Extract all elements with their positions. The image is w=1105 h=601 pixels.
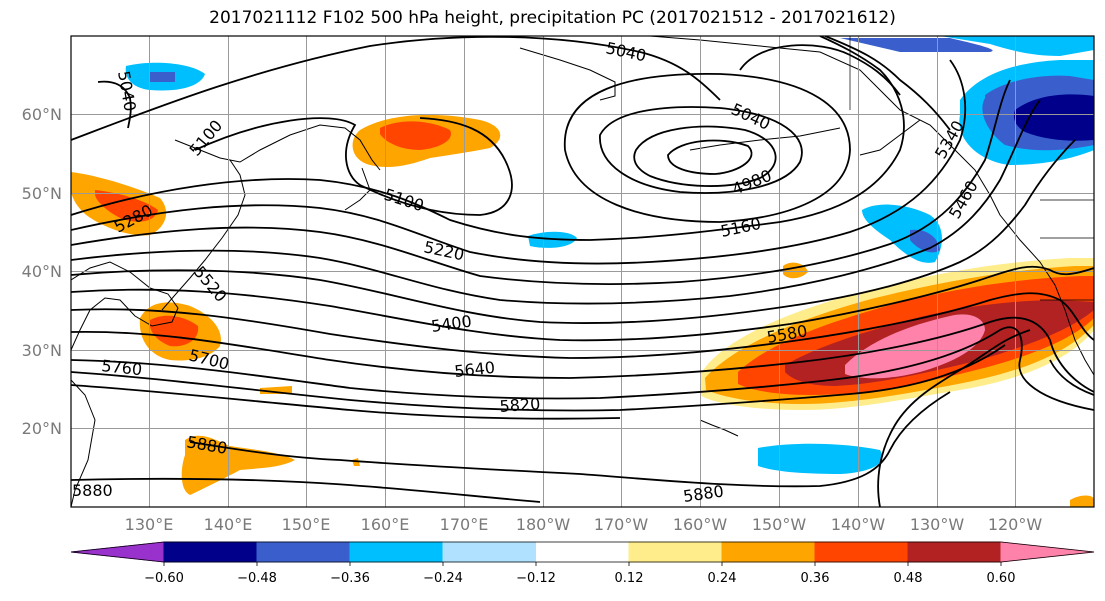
- lon-label: 140°E: [204, 515, 253, 534]
- colorbar-tick-label: −0.12: [516, 571, 556, 586]
- contour-label: 5820: [499, 394, 541, 416]
- latitude-labels: 60°N 50°N 40°N 30°N 20°N: [22, 105, 62, 438]
- colorbar-tick-label: 0.60: [987, 571, 1016, 586]
- lon-label: 140°W: [831, 515, 886, 534]
- lon-label: 160°E: [361, 515, 410, 534]
- lon-label: 150°E: [282, 515, 331, 534]
- colorbar-bin: [256, 541, 351, 563]
- lon-label: 150°W: [752, 515, 807, 534]
- colorbar-bin: [70, 541, 165, 563]
- lat-label: 50°N: [22, 184, 62, 203]
- colorbar-tick-label: 0.24: [708, 571, 737, 586]
- height-contours: [71, 36, 1094, 507]
- colorbar-bin: [536, 542, 630, 562]
- colorbar-tick-label: 0.12: [615, 571, 644, 586]
- lon-label: 160°W: [673, 515, 728, 534]
- colorbar-bin: [163, 541, 258, 563]
- colorbar-tick-label: 0.36: [801, 571, 830, 586]
- lat-label: 30°N: [22, 341, 62, 360]
- colorbar: −0.60 −0.48 −0.36 −0.24 −0.12 0.12 0.24 0.36 0.4…: [70, 541, 1095, 586]
- map-panel: 5040 5040 5040 5100 5100 5280 4980 5160 …: [71, 36, 1094, 507]
- colorbar-bin: [442, 541, 537, 563]
- precip-negative-hawaii-east: [758, 443, 883, 474]
- lon-label: 130°W: [910, 515, 965, 534]
- colorbar-tick-label: −0.48: [237, 571, 277, 586]
- contour-label: 5880: [72, 481, 113, 500]
- colorbar-bin: [814, 541, 909, 563]
- colorbar-bin: [1000, 541, 1095, 563]
- colorbar-tick-label: 0.48: [894, 571, 923, 586]
- lat-label: 20°N: [22, 419, 62, 438]
- colorbar-bin: [349, 541, 444, 563]
- longitude-labels: 130°E 140°E 150°E 160°E 170°E 180°W 170°…: [125, 515, 1043, 534]
- lon-label: 170°E: [440, 515, 489, 534]
- colorbar-bin: [721, 541, 816, 563]
- lat-label: 40°N: [22, 262, 62, 281]
- colorbar-tick-label: −0.24: [423, 571, 463, 586]
- lon-label: 130°E: [125, 515, 174, 534]
- colorbar-bin: [628, 541, 723, 563]
- precip-max-ne-pacific: [845, 314, 985, 379]
- lon-label: 170°W: [594, 515, 649, 534]
- map-title: 2017021112 F102 500 hPa height, precipit…: [209, 8, 896, 28]
- lon-label: 180°W: [516, 515, 571, 534]
- colorbar-tick-label: −0.36: [330, 571, 370, 586]
- precip-positive-subtropical: [181, 435, 295, 495]
- map-frame: [70, 35, 1095, 508]
- lon-label: 120°W: [988, 515, 1043, 534]
- contour-label: 5640: [453, 358, 495, 381]
- colorbar-tick-label: −0.60: [144, 571, 184, 586]
- colorbar-bin: [907, 541, 1002, 563]
- lat-label: 60°N: [22, 105, 62, 124]
- precip-shading: [71, 36, 1094, 507]
- borders: [849, 36, 1094, 301]
- contour-label: 5760: [101, 356, 143, 379]
